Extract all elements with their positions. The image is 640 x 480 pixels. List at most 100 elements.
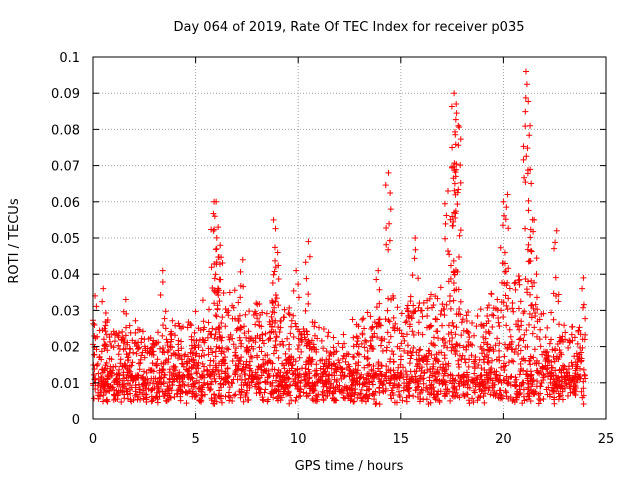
data-point — [408, 315, 415, 322]
data-point — [265, 336, 272, 343]
data-point — [390, 314, 397, 321]
data-point — [260, 356, 267, 363]
data-point — [387, 367, 394, 374]
data-point — [420, 357, 427, 364]
data-point — [134, 346, 141, 353]
data-point — [370, 390, 377, 397]
data-point — [436, 397, 443, 404]
data-point — [507, 333, 514, 340]
data-point — [236, 312, 243, 319]
data-point — [318, 337, 325, 344]
data-point — [252, 308, 259, 315]
data-point — [425, 401, 432, 408]
data-point — [277, 397, 284, 404]
data-point — [179, 388, 186, 395]
data-point — [432, 377, 439, 384]
data-point — [220, 376, 227, 383]
data-point — [352, 386, 359, 393]
data-point — [412, 235, 419, 241]
data-point — [252, 334, 259, 341]
data-point — [437, 284, 444, 291]
data-point — [342, 395, 349, 402]
data-point — [434, 376, 441, 383]
data-point — [213, 234, 220, 241]
data-point — [447, 275, 454, 282]
data-point — [103, 380, 110, 387]
data-point — [537, 397, 544, 404]
data-point — [453, 348, 460, 355]
data-point — [492, 342, 499, 349]
data-point — [453, 311, 460, 318]
data-point — [524, 145, 531, 152]
data-point — [507, 341, 514, 348]
data-point — [452, 173, 459, 180]
data-point — [524, 167, 531, 174]
data-point — [511, 280, 518, 287]
data-point — [190, 337, 197, 344]
data-point — [435, 388, 442, 395]
data-point — [442, 381, 449, 388]
data-point — [501, 249, 508, 256]
data-point — [528, 277, 535, 284]
data-point — [243, 334, 250, 341]
data-point — [350, 334, 357, 341]
data-point — [491, 388, 498, 395]
data-point — [321, 360, 328, 367]
data-point — [306, 370, 313, 377]
data-point — [156, 374, 163, 381]
data-point — [288, 323, 295, 330]
data-point — [456, 306, 463, 313]
data-point — [145, 386, 152, 393]
data-point — [137, 396, 144, 403]
data-point — [256, 344, 263, 351]
data-point — [266, 318, 273, 325]
data-point — [517, 361, 524, 368]
data-point — [455, 357, 462, 364]
data-point — [115, 381, 122, 388]
data-point — [503, 393, 510, 400]
data-point — [454, 268, 461, 275]
data-point — [278, 394, 285, 401]
data-point — [294, 366, 301, 373]
data-point — [403, 331, 410, 338]
data-point — [232, 345, 239, 352]
data-point — [480, 339, 487, 346]
data-point — [259, 309, 266, 316]
data-point — [349, 316, 356, 323]
data-point — [237, 268, 244, 275]
data-point — [222, 393, 229, 400]
data-point — [109, 369, 116, 376]
data-point — [447, 377, 454, 384]
data-point — [238, 340, 245, 347]
data-point — [172, 322, 179, 329]
data-point — [562, 329, 569, 336]
data-point — [242, 392, 249, 399]
data-point — [406, 392, 413, 399]
data-point — [554, 353, 561, 360]
data-point — [149, 360, 156, 367]
data-point — [522, 68, 529, 75]
data-point — [522, 179, 529, 186]
data-point — [129, 337, 136, 344]
data-point — [123, 388, 130, 395]
data-point — [210, 400, 217, 407]
data-point — [305, 380, 312, 387]
data-point — [313, 392, 320, 399]
data-point — [533, 271, 540, 278]
data-point — [554, 384, 561, 391]
data-point — [513, 321, 520, 328]
data-point — [322, 381, 329, 388]
data-point — [455, 372, 462, 379]
data-point — [497, 244, 504, 251]
data-point — [161, 388, 168, 395]
data-point — [398, 310, 405, 317]
data-point — [122, 332, 129, 339]
data-point — [364, 371, 371, 378]
data-point — [309, 356, 316, 363]
data-point — [373, 323, 380, 330]
data-point — [520, 310, 527, 317]
data-point — [266, 329, 273, 336]
data-point — [375, 319, 382, 326]
data-point — [175, 320, 182, 327]
data-point — [373, 400, 380, 407]
